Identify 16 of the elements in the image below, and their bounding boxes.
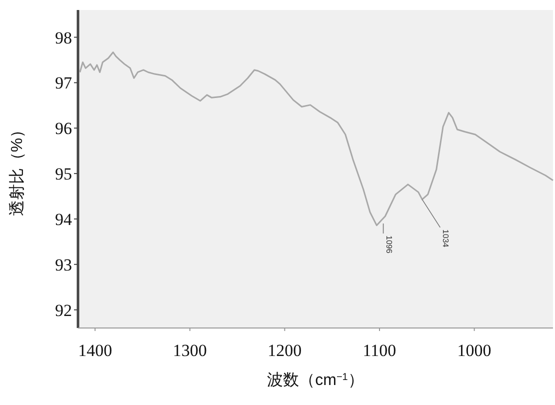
y-tick-label: 96: [55, 119, 72, 138]
y-tick-label: 94: [55, 210, 72, 229]
x-tick-label: 1000: [457, 341, 492, 360]
y-tick-label: 92: [55, 300, 72, 320]
y-tick-label: 98: [55, 28, 72, 48]
x-tick-label: 1400: [78, 341, 112, 360]
y-tick-label: 95: [55, 164, 72, 184]
x-tick-label: 1200: [268, 341, 302, 360]
y-tick-label: 97: [55, 74, 72, 93]
x-axis-title: 波数（cm$^{−1}$）: [267, 371, 364, 389]
annotation: 1096: [384, 236, 394, 254]
annotation: 1034: [441, 229, 450, 248]
x-tick-label: 1100: [362, 341, 396, 360]
x-tick-label: 1300: [172, 341, 207, 360]
y-axis-title: 透射比（%）: [8, 122, 26, 216]
y-tick-label: 93: [55, 255, 72, 274]
